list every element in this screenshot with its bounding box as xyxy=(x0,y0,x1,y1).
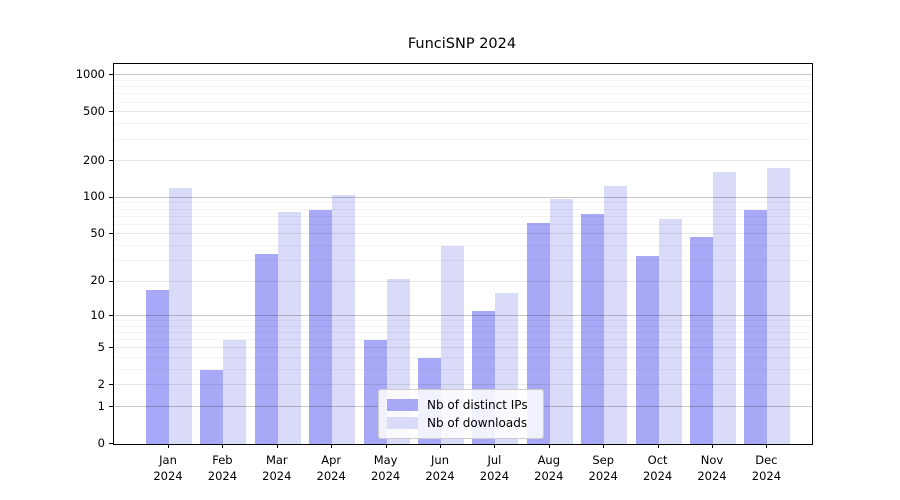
bar-ips-mar xyxy=(254,254,278,444)
bar-downloads-apr xyxy=(332,195,356,444)
bar-ips-sep xyxy=(581,214,605,444)
bar-downloads-mar xyxy=(277,212,301,444)
y-tick-mark xyxy=(109,111,113,113)
legend: Nb of distinct IPs Nb of downloads xyxy=(378,389,544,439)
y-tick-label: 1000 xyxy=(75,66,105,81)
y-tick-mark xyxy=(109,347,113,349)
bar-ips-aug xyxy=(526,222,550,444)
bar-downloads-sep xyxy=(604,186,628,444)
y-tick-mark xyxy=(109,443,113,444)
x-tick-label: Jan 2024 xyxy=(153,453,183,483)
x-tick-mark xyxy=(385,444,387,448)
x-tick-mark xyxy=(712,444,713,448)
x-tick-label: Oct 2024 xyxy=(642,453,673,483)
y-tick-mark xyxy=(109,160,113,161)
y-tick-label: 20 xyxy=(90,273,105,287)
y-tick-mark xyxy=(109,280,113,282)
bar-ips-oct xyxy=(635,255,659,444)
bar-downloads-dec xyxy=(767,168,791,444)
x-tick-mark xyxy=(222,444,224,448)
bar-downloads-aug xyxy=(549,199,573,444)
x-tick-mark xyxy=(766,444,768,448)
x-tick-mark xyxy=(494,444,496,448)
x-tick-label: Nov 2024 xyxy=(697,453,727,483)
bars-layer xyxy=(114,64,812,444)
bar-ips-dec xyxy=(744,209,768,444)
x-tick-label: Feb 2024 xyxy=(207,453,238,483)
bar-ips-jan xyxy=(146,289,169,444)
x-tick-label: Dec 2024 xyxy=(751,453,782,483)
x-tick-mark xyxy=(548,444,550,448)
y-tick-label: 0 xyxy=(97,435,105,450)
bar-ips-feb xyxy=(200,370,224,444)
x-tick-label: Mar 2024 xyxy=(262,453,292,483)
bar-downloads-jan xyxy=(169,188,192,444)
x-tick-mark xyxy=(276,444,278,448)
chart-title: FunciSNP 2024 xyxy=(407,36,517,52)
y-tick-mark xyxy=(109,196,113,198)
x-tick-mark xyxy=(603,444,605,448)
bar-ips-nov xyxy=(690,237,713,444)
legend-label-distinct-ips: Nb of distinct IPs xyxy=(427,398,528,412)
x-tick-label: Aug 2024 xyxy=(534,453,564,483)
x-tick-label: Apr 2024 xyxy=(316,453,346,483)
bar-downloads-nov xyxy=(713,172,736,444)
y-tick-mark xyxy=(109,233,113,235)
x-tick-mark xyxy=(657,444,659,448)
x-tick-label: May 2024 xyxy=(370,453,401,483)
x-tick-label: Jun 2024 xyxy=(425,453,455,483)
x-tick-label: Jul 2024 xyxy=(479,453,510,483)
x-tick-mark xyxy=(168,444,169,448)
x-tick-label: Sep 2024 xyxy=(588,453,618,483)
y-tick-label: 200 xyxy=(83,152,105,167)
legend-entry-downloads: Nb of downloads xyxy=(387,416,535,430)
y-tick-mark xyxy=(109,384,113,386)
y-tick-label: 500 xyxy=(83,103,105,118)
y-tick-label: 50 xyxy=(90,225,105,240)
y-tick-mark xyxy=(109,406,113,407)
legend-label-downloads: Nb of downloads xyxy=(427,416,528,430)
x-tick-mark xyxy=(331,444,333,448)
plot-area: Nb of distinct IPs Nb of downloads xyxy=(113,63,813,445)
x-tick-mark xyxy=(440,444,441,448)
legend-swatch-downloads xyxy=(387,417,418,429)
bar-ips-apr xyxy=(309,210,333,444)
y-tick-label: 100 xyxy=(83,189,105,204)
y-tick-label: 5 xyxy=(97,339,105,354)
y-tick-label: 10 xyxy=(90,307,105,322)
y-tick-label: 2 xyxy=(97,376,105,391)
bar-downloads-feb xyxy=(223,340,247,444)
y-tick-label: 1 xyxy=(97,398,105,413)
y-tick-mark xyxy=(109,74,113,76)
legend-entry-distinct-ips: Nb of distinct IPs xyxy=(387,398,535,412)
bar-downloads-oct xyxy=(658,218,682,444)
legend-swatch-distinct-ips xyxy=(387,399,418,411)
y-tick-mark xyxy=(109,315,113,316)
